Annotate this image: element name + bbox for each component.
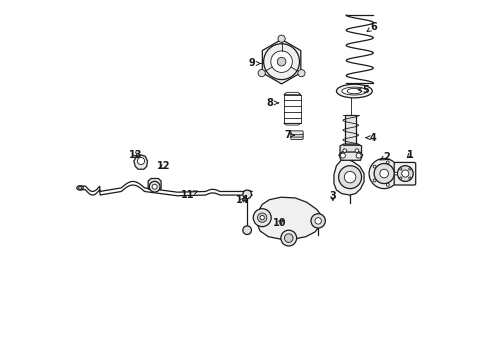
Circle shape: [369, 158, 399, 189]
Circle shape: [258, 69, 265, 77]
Polygon shape: [134, 155, 147, 169]
Circle shape: [397, 166, 413, 181]
Circle shape: [311, 214, 325, 228]
Circle shape: [409, 168, 411, 170]
Polygon shape: [340, 144, 362, 155]
Circle shape: [343, 149, 346, 152]
Circle shape: [386, 183, 389, 186]
Circle shape: [315, 218, 321, 224]
Circle shape: [344, 171, 356, 183]
Text: 1: 1: [407, 150, 414, 160]
Circle shape: [374, 163, 394, 184]
Text: 14: 14: [236, 195, 249, 205]
Polygon shape: [262, 40, 301, 84]
Polygon shape: [339, 152, 363, 160]
Ellipse shape: [77, 186, 83, 190]
Polygon shape: [334, 159, 364, 195]
Text: 9: 9: [249, 58, 261, 68]
Text: 5: 5: [358, 85, 369, 95]
Circle shape: [402, 170, 409, 177]
Circle shape: [253, 209, 271, 226]
Circle shape: [281, 230, 296, 246]
Ellipse shape: [342, 87, 367, 95]
Circle shape: [258, 213, 267, 222]
Text: 3: 3: [329, 191, 336, 201]
FancyBboxPatch shape: [291, 131, 303, 135]
Text: 8: 8: [266, 98, 278, 108]
Circle shape: [278, 35, 285, 42]
Ellipse shape: [337, 84, 372, 98]
Text: 10: 10: [272, 218, 286, 228]
Circle shape: [373, 165, 376, 168]
Circle shape: [78, 186, 81, 189]
Circle shape: [137, 157, 145, 165]
Circle shape: [400, 168, 402, 170]
Circle shape: [152, 184, 157, 189]
Text: 2: 2: [380, 152, 390, 162]
Circle shape: [260, 216, 265, 220]
Circle shape: [400, 177, 402, 179]
Circle shape: [339, 166, 362, 189]
Circle shape: [243, 190, 251, 199]
Circle shape: [341, 153, 345, 158]
Text: 11: 11: [181, 190, 197, 200]
Circle shape: [243, 226, 251, 234]
Circle shape: [356, 153, 361, 158]
Circle shape: [409, 177, 411, 179]
Bar: [345, 116, 356, 144]
Circle shape: [386, 161, 389, 164]
Circle shape: [285, 234, 293, 242]
Circle shape: [277, 57, 286, 66]
Circle shape: [394, 172, 397, 175]
FancyBboxPatch shape: [394, 162, 416, 185]
Circle shape: [264, 44, 299, 80]
Polygon shape: [148, 179, 161, 189]
Circle shape: [298, 69, 305, 77]
Text: 6: 6: [367, 22, 377, 32]
Text: 13: 13: [129, 150, 143, 160]
Circle shape: [355, 149, 359, 152]
Polygon shape: [256, 197, 322, 239]
FancyBboxPatch shape: [291, 136, 303, 139]
Ellipse shape: [347, 88, 362, 94]
Circle shape: [271, 51, 293, 72]
Text: 12: 12: [156, 161, 170, 171]
Circle shape: [380, 169, 389, 178]
Text: 4: 4: [366, 133, 376, 143]
FancyBboxPatch shape: [291, 133, 303, 137]
Circle shape: [149, 181, 160, 192]
Text: 7: 7: [284, 130, 294, 140]
Circle shape: [373, 179, 376, 182]
